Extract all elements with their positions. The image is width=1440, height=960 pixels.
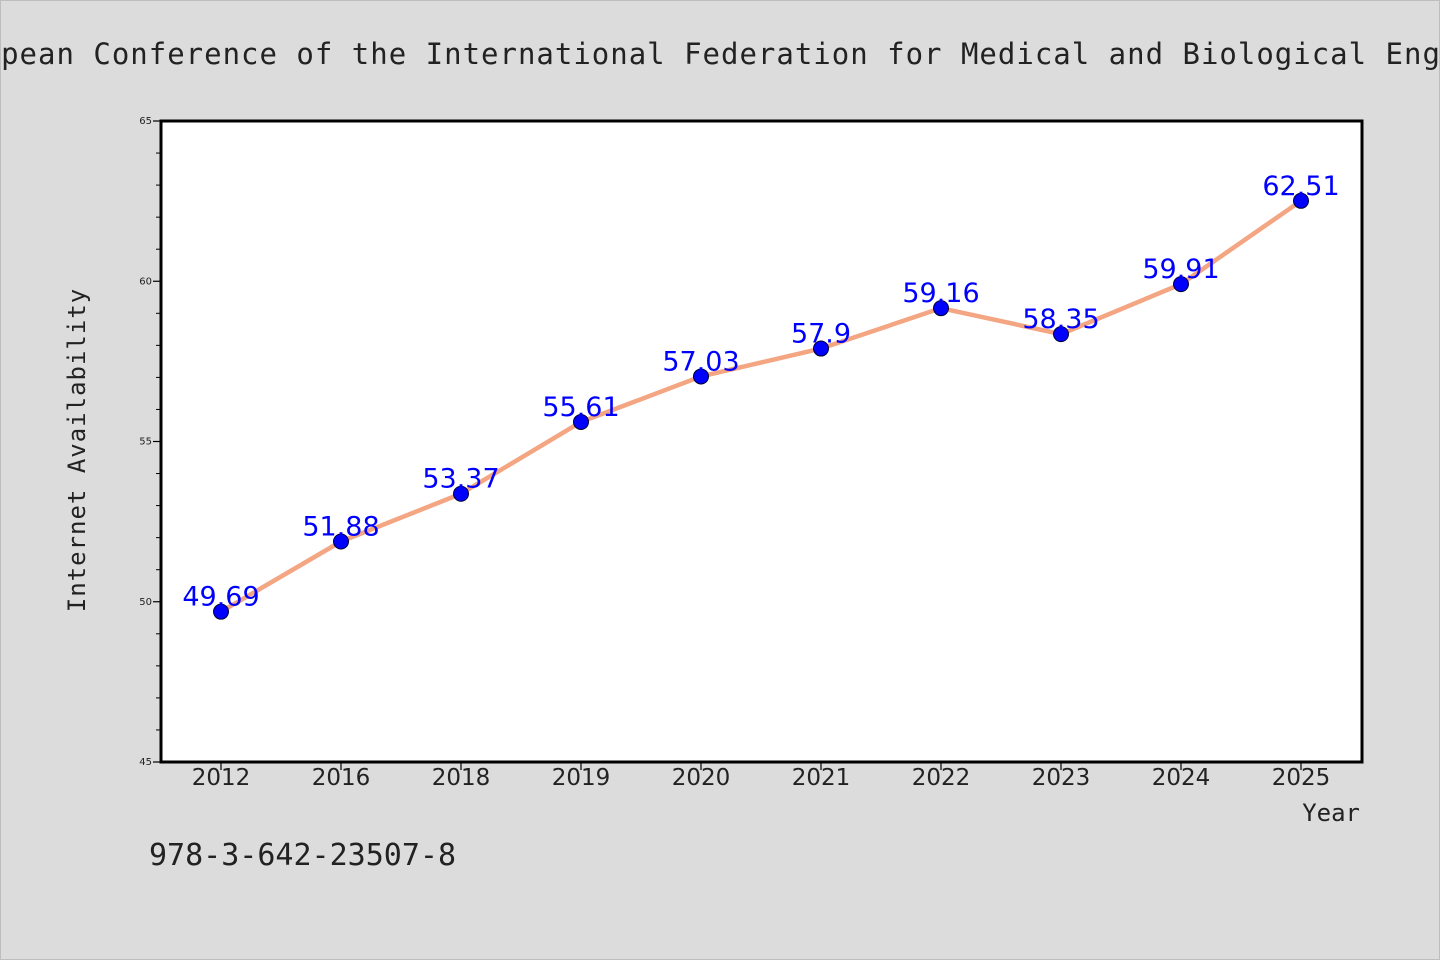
data-label: 49.69 xyxy=(182,582,259,613)
data-label: 58.35 xyxy=(1022,304,1099,335)
x-tick-label: 2012 xyxy=(192,765,251,791)
y-minor-ticks xyxy=(156,152,161,731)
y-axis: 45 50 55 60 65 xyxy=(139,116,161,768)
series-markers xyxy=(213,192,1309,620)
y-tick-label: 45 xyxy=(139,757,152,768)
chart-title: 5th European Conference of the Internati… xyxy=(1,37,1440,71)
plot-area xyxy=(159,119,1364,764)
x-tick-label: 2024 xyxy=(1152,765,1211,791)
data-label: 57.9 xyxy=(791,319,851,350)
x-tick-label: 2022 xyxy=(912,765,971,791)
data-label: 51.88 xyxy=(302,511,379,542)
data-label: 59.91 xyxy=(1142,254,1219,285)
data-point xyxy=(453,485,469,502)
y-tick-label: 55 xyxy=(139,437,152,448)
isbn-text: 978-3-642-23507-8 xyxy=(149,838,456,873)
data-point xyxy=(693,368,709,385)
data-point xyxy=(933,300,949,317)
data-point xyxy=(1293,192,1309,209)
series-line xyxy=(218,198,1304,614)
data-point xyxy=(1053,326,1069,343)
data-point xyxy=(813,340,829,357)
data-labels: 49.69 51.88 53.37 55.61 57.03 57.9 59.16 58.35 5… xyxy=(182,171,1339,613)
x-tick-label: 2021 xyxy=(792,765,851,791)
data-label: 62.51 xyxy=(1262,171,1339,202)
x-tick-label: 2018 xyxy=(432,765,491,791)
data-label: 53.37 xyxy=(422,464,499,495)
data-point xyxy=(333,533,349,550)
x-tick-label: 2023 xyxy=(1032,765,1091,791)
y-tick-label: 65 xyxy=(139,116,152,127)
x-tick-label: 2025 xyxy=(1272,765,1331,791)
data-point xyxy=(1173,276,1189,293)
x-tick-label: 2019 xyxy=(552,765,611,791)
y-tick-label: 50 xyxy=(139,597,152,608)
y-axis-label: Internet Availability xyxy=(63,288,91,612)
data-label: 57.03 xyxy=(662,346,739,377)
x-tick-label: 2016 xyxy=(312,765,371,791)
data-point xyxy=(573,413,589,430)
x-tick-label: 2020 xyxy=(672,765,731,791)
data-label: 59.16 xyxy=(902,278,979,309)
x-axis-label: Year xyxy=(1302,799,1360,827)
x-axis: 2012 2016 2018 2019 2020 2021 2022 2023 2024 2025 xyxy=(192,762,1331,791)
data-point xyxy=(213,603,229,620)
y-tick-label: 60 xyxy=(139,276,152,287)
data-label: 55.61 xyxy=(542,392,619,423)
